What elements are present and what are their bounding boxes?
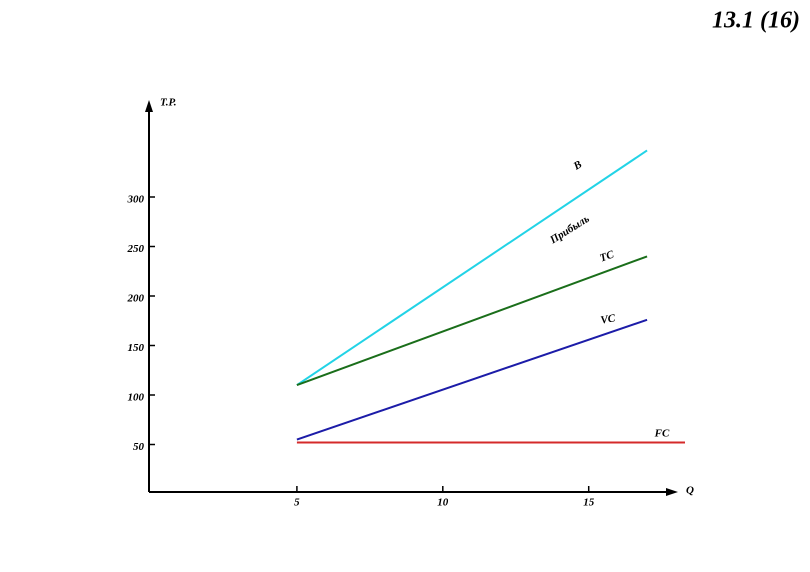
x-axis-arrow	[666, 488, 678, 496]
y-axis-arrow	[145, 100, 153, 112]
y-tick-label: 300	[127, 194, 145, 206]
x-axis-label: Q	[686, 485, 694, 497]
y-tick-label: 250	[127, 243, 145, 255]
series-label: FC	[654, 428, 670, 440]
x-tick-label: 10	[437, 497, 449, 509]
series-label: B	[571, 159, 584, 174]
series-label: TC	[598, 248, 616, 264]
series-line	[296, 318, 648, 441]
y-tick-label: 200	[127, 293, 145, 305]
y-axis-label: T.P.	[160, 97, 177, 109]
y-tick-label: 50	[133, 441, 145, 453]
y-tick-label: 100	[128, 392, 145, 404]
series-line	[296, 255, 648, 387]
series-label: VC	[600, 312, 617, 326]
series-line	[296, 149, 648, 386]
x-tick-label: 15	[583, 497, 595, 509]
x-tick-label: 5	[294, 497, 300, 509]
y-tick-label: 150	[128, 342, 145, 354]
annotation: Прибыль	[547, 213, 591, 247]
chart-title: 13.1 (16)	[712, 8, 800, 34]
